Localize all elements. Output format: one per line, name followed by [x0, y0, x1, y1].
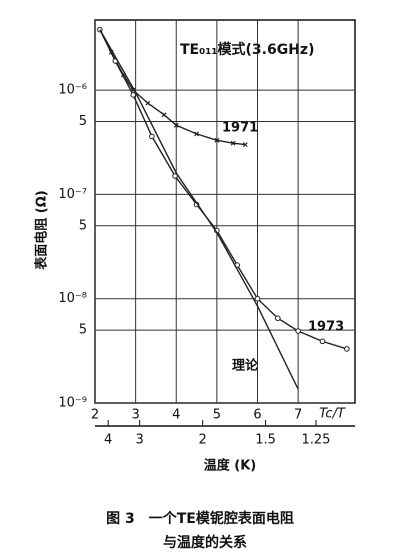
- x2-tick-label: 1.5: [255, 433, 276, 448]
- caption-line: 图 3 一个TE模铌腔表面电阻: [106, 510, 294, 527]
- point: [145, 100, 151, 106]
- series-label: 1971: [222, 121, 258, 136]
- plot-frame: [94, 19, 356, 404]
- x-tick-label: 2: [91, 408, 99, 423]
- x-tick-label: 6: [253, 408, 261, 423]
- x-tick-label: 3: [131, 408, 139, 423]
- point: [295, 328, 301, 334]
- point: [242, 142, 248, 148]
- x2-tick-label: 2: [198, 433, 206, 448]
- series-label: 理论: [232, 358, 259, 374]
- caption-line: 与温度的关系: [163, 534, 247, 551]
- chart-title: TE₀₁₁模式(3.6GHz): [180, 41, 314, 58]
- y-tick-label: 5: [79, 218, 87, 233]
- point: [254, 295, 261, 302]
- x-tick-label: 7: [294, 408, 302, 423]
- point: [149, 133, 155, 140]
- x2-tick-label: 1.25: [301, 433, 330, 448]
- point: [172, 173, 178, 179]
- y-axis-label: 表面电阻 (Ω): [34, 190, 50, 270]
- x2-tick-label: 3: [136, 433, 144, 448]
- point: [275, 315, 281, 322]
- point: [230, 140, 236, 146]
- y-tick-label: 5: [79, 114, 87, 129]
- point: [161, 112, 167, 118]
- x-tick-label: 5: [213, 408, 221, 423]
- x2-axis-label: 温度 (K): [204, 458, 256, 474]
- x-tick-label: 4: [172, 408, 180, 423]
- point: [214, 137, 220, 143]
- y-tick-label: 10⁻⁶: [58, 83, 87, 98]
- point: [344, 346, 350, 352]
- line-series: [99, 29, 348, 350]
- y-tick-label: 10⁻⁸: [58, 291, 87, 306]
- y-tick-label: 10⁻⁹: [58, 396, 87, 411]
- point: [173, 122, 179, 128]
- series-label: 1973: [308, 320, 344, 335]
- x2-tick-label: 4: [104, 433, 112, 448]
- point: [194, 131, 199, 137]
- y-tick-label: 10⁻⁷: [58, 187, 87, 202]
- y-tick-label: 5: [79, 323, 87, 338]
- point: [130, 92, 136, 98]
- x-axis-label: Tc/T: [319, 407, 346, 422]
- line-series: [99, 29, 299, 390]
- point: [319, 338, 326, 345]
